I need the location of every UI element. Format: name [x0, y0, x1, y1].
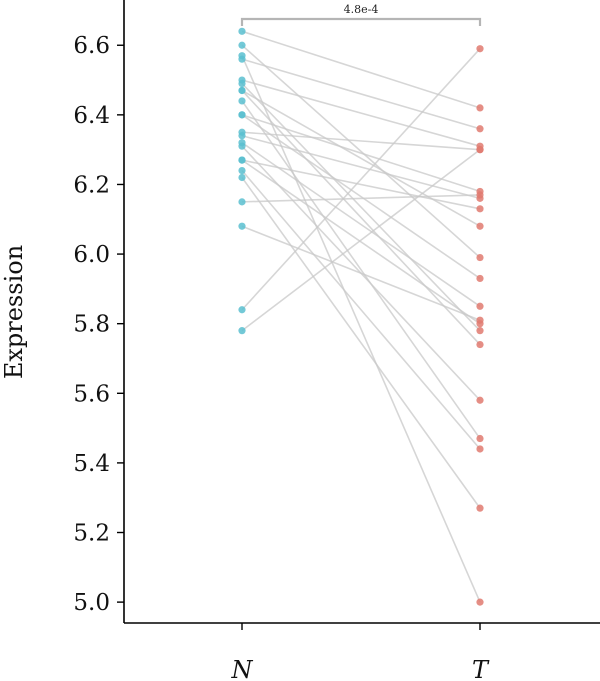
- pair-line: [241, 114, 481, 193]
- point-normal: [238, 132, 246, 140]
- x-category-label: N: [231, 656, 254, 681]
- point-tumor: [476, 302, 484, 310]
- point-tumor: [476, 274, 484, 283]
- pair-line: [241, 177, 481, 509]
- pair-line: [241, 225, 481, 321]
- y-tick-label: 5.8: [73, 312, 110, 338]
- point-normal: [238, 327, 246, 335]
- pair-line: [241, 114, 481, 280]
- pair-line: [241, 100, 481, 439]
- point-normal: [238, 222, 246, 230]
- pair-line: [241, 89, 481, 227]
- point-tumor: [476, 316, 484, 324]
- y-axis: 5.0 5.2 5.4 5.6 5.8 6.0 6.2 6.4 6.6: [73, 0, 125, 623]
- point-normal: [238, 41, 246, 49]
- point-normal: [238, 142, 246, 150]
- point-tumor: [476, 445, 484, 453]
- pair-line: [241, 142, 481, 307]
- pair-line: [241, 194, 481, 203]
- point-normal: [238, 173, 246, 182]
- pair-line: [241, 55, 481, 603]
- point-tumor: [476, 340, 484, 349]
- y-tick-label: 5.0: [73, 590, 110, 616]
- pair-line: [241, 48, 481, 311]
- point-tumor: [476, 504, 484, 512]
- y-tick-label: 5.6: [73, 381, 110, 407]
- y-axis-title: Expression: [0, 245, 28, 379]
- pair-line: [241, 134, 481, 200]
- y-tick-label: 5.2: [73, 521, 110, 547]
- y-tick-label: 6.2: [73, 172, 110, 198]
- y-tick-label: 6.0: [73, 242, 110, 268]
- pair-line: [241, 159, 481, 210]
- point-normal: [238, 55, 246, 63]
- point-normal: [238, 79, 246, 88]
- point-normal: [238, 156, 246, 164]
- pair-line: [241, 149, 481, 332]
- point-tumor: [476, 125, 484, 133]
- y-tick-label: 6.6: [73, 33, 110, 59]
- point-normal: [238, 198, 246, 206]
- point-tumor: [476, 253, 484, 262]
- pair-line: [241, 159, 481, 325]
- pair-line: [241, 89, 481, 346]
- point-tumor: [476, 191, 484, 199]
- point-normal: [238, 27, 246, 35]
- point-tumor: [476, 146, 484, 154]
- pair-line: [241, 79, 481, 147]
- y-tick-label: 5.4: [73, 451, 110, 477]
- significance-annotation: 4.8e-4: [240, 3, 482, 26]
- pair-line: [241, 131, 481, 151]
- point-tumor: [476, 45, 484, 53]
- pair-line: [241, 82, 481, 332]
- significance-bracket: [240, 17, 482, 26]
- pair-line: [241, 30, 481, 109]
- point-normal: [238, 97, 246, 105]
- pair-line: [241, 58, 481, 130]
- point-tumor: [476, 222, 484, 230]
- point-tumor: [476, 327, 484, 335]
- y-tick-label: 6.4: [73, 103, 110, 129]
- pair-line: [241, 170, 481, 450]
- point-tumor: [476, 104, 484, 112]
- pair-line: [241, 44, 481, 259]
- point-tumor: [476, 205, 484, 213]
- significance-label: 4.8e-4: [344, 3, 379, 16]
- point-tumor: [476, 598, 484, 606]
- point-normal: [238, 111, 246, 119]
- point-tumor: [476, 396, 484, 404]
- point-tumor: [476, 434, 484, 443]
- point-normal: [238, 86, 246, 95]
- pair-lines: [241, 30, 481, 603]
- x-category-label: T: [472, 656, 490, 681]
- data-points: [238, 27, 484, 606]
- point-normal: [238, 306, 246, 314]
- point-normal: [238, 166, 246, 175]
